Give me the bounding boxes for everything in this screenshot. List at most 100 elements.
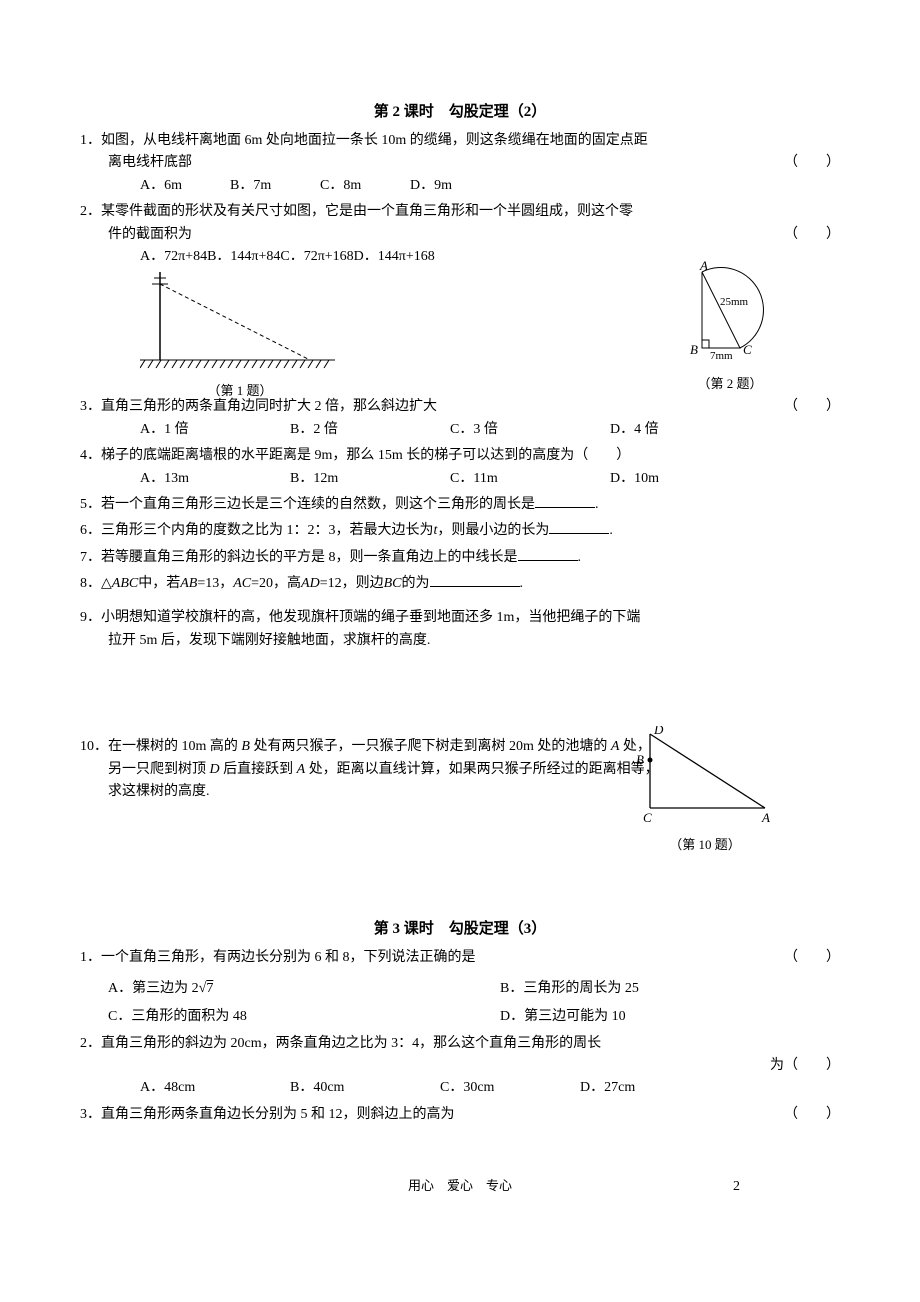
tree-diagram: D B C A: [630, 726, 780, 826]
period: .: [609, 520, 613, 542]
label-a: A: [699, 260, 708, 273]
q-text: 小明想知道学校旗杆的高，他发现旗杆顶端的绳子垂到地面还多 1m，当他把绳子的下端: [101, 607, 840, 629]
question-8: 8． △ ABC 中，若 AB =13， AC =20，高 AD =12，则边 …: [80, 573, 840, 595]
figure-1: （第 1 题）: [140, 272, 340, 401]
opt-a: A．1 倍: [140, 419, 290, 441]
opt-c: C．三角形的面积为 48: [108, 1006, 247, 1028]
opt-d: D．第三边可能为 10: [500, 1006, 800, 1028]
page-number: 2: [733, 1176, 740, 1198]
q-num: 3．: [80, 396, 101, 418]
q-num: 9．: [80, 607, 101, 629]
s3-question-1: 1． 一个直角三角形，有两边长分别为 6 和 8，下列说法正确的是 （ ） A．…: [80, 947, 840, 1028]
blank: [535, 494, 595, 508]
s3-question-3: 3． 直角三角形两条直角边长分别为 5 和 12，则斜边上的高为 （ ）: [80, 1104, 840, 1126]
label-a: A: [761, 810, 770, 825]
footer-text: 用心 爱心 专心: [80, 1176, 840, 1197]
q-text: 如图，从电线杆离地面 6m 处向地面拉一条长 10m 的缆绳，则这条缆绳在地面的…: [101, 130, 840, 152]
q-num: 2．: [80, 201, 101, 223]
section-2-title: 第 2 课时 勾股定理（2）: [80, 100, 840, 124]
label-7mm: 7mm: [710, 350, 733, 362]
opt-c: C．30cm: [440, 1077, 580, 1099]
answer-bracket: （ ）: [784, 396, 840, 418]
answer-bracket: （ ）: [784, 224, 840, 246]
period: .: [520, 573, 524, 595]
q-num: 1．: [80, 130, 101, 152]
q-num: 1．: [80, 947, 101, 969]
label-b: B: [690, 342, 698, 357]
opt-a: A．13m: [140, 468, 290, 490]
opt-a: A．48cm: [140, 1077, 290, 1099]
section-3-title: 第 3 课时 勾股定理（3）: [80, 917, 840, 941]
question-9: 9． 小明想知道学校旗杆的高，他发现旗杆顶端的绳子垂到地面还多 1m，当他把绳子…: [80, 607, 840, 652]
figure-caption: （第 2 题）: [680, 374, 780, 395]
q-text: 某零件截面的形状及有关尺寸如图，它是由一个直角三角形和一个半圆组成，则这个零: [101, 201, 840, 223]
figure-caption: （第 10 题）: [630, 835, 780, 856]
answer-bracket: （ ）: [784, 152, 840, 174]
opt-b: B．三角形的周长为 25: [500, 978, 800, 1000]
answer-bracket: 为（ ）: [770, 1055, 840, 1077]
q-num: 6．: [80, 520, 101, 542]
q-text: 梯子的底端距离墙根的水平距离是 9m，那么 15m 长的梯子可以达到的高度为（ …: [101, 445, 840, 467]
period: .: [578, 547, 582, 569]
question-3: 3． 直角三角形的两条直角边同时扩大 2 倍，那么斜边扩大 （ ） A．1 倍 …: [80, 396, 840, 441]
q-text: 直角三角形的斜边为 20cm，两条直角边之比为 3：4，那么这个直角三角形的周长: [101, 1033, 840, 1055]
opt-b: B．40cm: [290, 1077, 440, 1099]
options-row: A．第三边为 2√7 B．三角形的周长为 25: [80, 978, 840, 1000]
options: A．6m B．7m C．8m D．9m: [80, 175, 840, 197]
q-text: 直角三角形两条直角边长分别为 5 和 12，则斜边上的高为: [101, 1104, 784, 1126]
q-text: 若一个直角三角形三边长是三个连续的自然数，则这个三角形的周长是: [101, 494, 535, 516]
question-4: 4． 梯子的底端距离墙根的水平距离是 9m，那么 15m 长的梯子可以达到的高度…: [80, 445, 840, 490]
answer-bracket: （ ）: [784, 947, 840, 969]
q-text: 若等腰直角三角形的斜边长的平方是 8，则一条直角边上的中线长是: [101, 547, 518, 569]
pole-diagram: [140, 272, 340, 372]
var: BC: [384, 573, 402, 595]
question-7: 7． 若等腰直角三角形的斜边长的平方是 8，则一条直角边上的中线长是 .: [80, 547, 840, 569]
q-num: 8．: [80, 573, 101, 595]
q-text: ，则最小边的长为: [437, 520, 549, 542]
s3-question-2: 2． 直角三角形的斜边为 20cm，两条直角边之比为 3：4，那么这个直角三角形…: [80, 1033, 840, 1100]
blank: [549, 520, 609, 534]
opt-d: D．9m: [410, 175, 452, 197]
question-6: 6． 三角形三个内角的度数之比为 1：2：3，若最大边长为 t ，则最小边的长为…: [80, 520, 840, 542]
q-num: 5．: [80, 494, 101, 516]
q-text: 三角形三个内角的度数之比为 1：2：3，若最大边长为: [101, 520, 434, 542]
q-text: 的为: [402, 573, 430, 595]
blank: [518, 547, 578, 561]
q-num: 7．: [80, 547, 101, 569]
opt-a: A．第三边为 2√7: [108, 978, 213, 1000]
question-5: 5． 若一个直角三角形三边长是三个连续的自然数，则这个三角形的周长是 .: [80, 494, 840, 516]
opt-b: B．2 倍: [290, 419, 450, 441]
question-10: 10． 在一棵树的 10m 高的 B 处有两只猴子，一只猴子爬下树走到离树 20…: [80, 736, 840, 803]
footer: 用心 爱心 专心 2: [80, 1176, 840, 1197]
opt-b: B．12m: [290, 468, 450, 490]
q-text: =20，高: [251, 573, 301, 595]
var: AB: [180, 573, 197, 595]
q-text: 件的截面积为: [108, 224, 784, 246]
label-b: B: [636, 752, 644, 767]
options-row: C．三角形的面积为 48 D．第三边可能为 10: [80, 1006, 840, 1028]
q-num: 2．: [80, 1033, 101, 1055]
options: A．13m B．12m C．11m D．10m: [80, 468, 840, 490]
opt-a: A．6m: [140, 175, 230, 197]
question-2: 2． 某零件截面的形状及有关尺寸如图，它是由一个直角三角形和一个半圆组成，则这个…: [80, 201, 840, 268]
figure-2: A B C 25mm 7mm （第 2 题）: [680, 260, 780, 394]
q-text: 直角三角形的两条直角边同时扩大 2 倍，那么斜边扩大: [101, 396, 784, 418]
opt-d: D．27cm: [580, 1077, 635, 1099]
var: AD: [301, 573, 320, 595]
label-25mm: 25mm: [720, 296, 749, 308]
q-text: 一个直角三角形，有两边长分别为 6 和 8，下列说法正确的是: [101, 947, 784, 969]
opt-d: D．4 倍: [610, 419, 659, 441]
figure-10: D B C A （第 10 题）: [630, 726, 780, 855]
q-num: 4．: [80, 445, 101, 467]
figures-row: （第 1 题） A B C 25mm 7mm （第 2 题）: [80, 272, 840, 392]
options: A．1 倍 B．2 倍 C．3 倍 D．4 倍: [80, 419, 840, 441]
var: AC: [233, 573, 251, 595]
q-text: 离电线杆底部: [108, 152, 784, 174]
label-c: C: [743, 342, 752, 357]
q-num: 10．: [80, 736, 108, 758]
q-text: =13，: [197, 573, 233, 595]
label-c: C: [643, 810, 652, 825]
answer-bracket: （ ）: [784, 1104, 840, 1126]
opt-c: C．11m: [450, 468, 610, 490]
options: A．48cm B．40cm C．30cm D．27cm: [80, 1077, 840, 1099]
